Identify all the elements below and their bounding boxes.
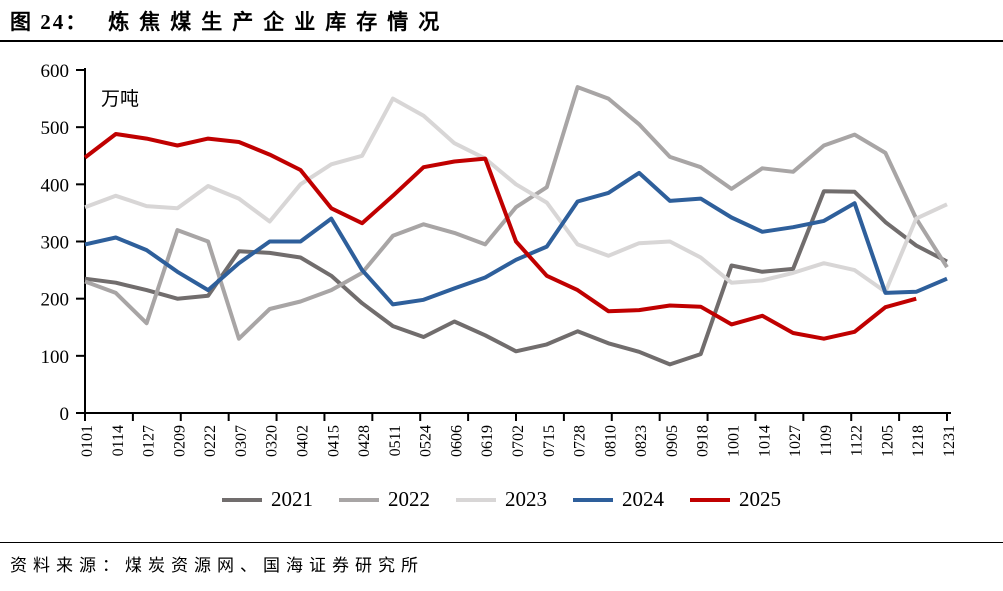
x-axis-tick-label: 0810	[602, 425, 619, 457]
x-axis-tick-label: 0222	[202, 425, 219, 457]
x-axis-tick-label: 0524	[418, 425, 435, 457]
legend-item-2023: 2023	[456, 487, 547, 512]
x-axis-tick-label: 0428	[356, 425, 373, 457]
y-axis-tick-label: 300	[41, 233, 70, 254]
legend-label-2025: 2025	[739, 487, 781, 511]
x-axis-tick-label: 0918	[695, 425, 712, 457]
x-axis-tick-label: 0114	[110, 425, 127, 456]
legend-item-2022: 2022	[339, 487, 430, 512]
unit-label: 万吨	[101, 88, 139, 110]
x-axis-tick-label: 0127	[141, 425, 158, 457]
x-axis-tick-label: 1027	[787, 425, 804, 457]
x-axis-tick-label: 0209	[171, 425, 188, 457]
y-axis-tick-label: 600	[41, 61, 70, 82]
legend-swatch-2023	[456, 497, 496, 502]
legend-swatch-2025	[690, 497, 730, 502]
x-axis-tick-label: 0728	[572, 425, 589, 457]
y-axis-tick-label: 0	[60, 404, 70, 425]
legend-item-2025: 2025	[690, 487, 781, 512]
x-axis-tick-label: 1231	[941, 425, 958, 457]
y-axis-tick-label: 200	[41, 290, 70, 311]
x-axis-tick-label: 1122	[849, 425, 866, 456]
x-axis-tick-label: 0606	[448, 425, 465, 457]
legend-label-2021: 2021	[271, 487, 313, 511]
x-axis-tick-label: 0905	[664, 425, 681, 457]
series-line-2021	[84, 189, 948, 367]
x-axis-tick-label: 0619	[479, 425, 496, 457]
legend-swatch-2024	[573, 497, 613, 502]
series-line-2025	[83, 132, 917, 341]
x-axis-tick-label: 0715	[541, 425, 558, 457]
legend-swatch-2021	[222, 497, 262, 502]
x-axis-tick-label: 1014	[756, 425, 773, 457]
series-line-2024	[84, 170, 948, 307]
x-axis-tick-label: 1109	[818, 425, 835, 456]
x-axis-tick-label: 1218	[910, 425, 927, 457]
chart-title-label: 图 24：	[10, 10, 89, 34]
source-note: 资料来源：煤炭资源网、国海证券研究所	[10, 556, 424, 575]
chart-title: 图 24： 炼焦煤生产企业库存情况	[10, 6, 449, 36]
y-axis-tick-label: 500	[41, 118, 70, 139]
x-axis-tick-label: 1205	[879, 425, 896, 457]
legend-swatch-2022	[339, 497, 379, 502]
series-line-2022	[84, 85, 949, 341]
y-axis-tick-label: 100	[41, 347, 70, 368]
x-axis-tick-label: 0823	[633, 425, 650, 457]
x-axis-tick-label: 0402	[295, 425, 312, 457]
series-line-2023	[84, 96, 948, 294]
legend-label-2022: 2022	[388, 487, 430, 511]
x-axis-tick-label: 0702	[510, 425, 527, 457]
legend-label-2024: 2024	[622, 487, 664, 511]
legend-label-2023: 2023	[505, 487, 547, 511]
chart-title-text: 炼焦煤生产企业库存情况	[108, 10, 450, 34]
chart-canvas: 0 100 200 300 400 500 600 0101 0114 0127 0209 0222 0…	[41, 61, 959, 457]
legend-item-2021: 2021	[222, 487, 313, 512]
x-axis-tick-label: 0320	[264, 425, 281, 457]
chart-legend: 2021 2022 2023 2024 2025	[0, 487, 1003, 512]
line-chart: 0 100 200 300 400 500 600 0101 0114 0127 0209 0222 0…	[0, 48, 1003, 488]
legend-item-2024: 2024	[573, 487, 664, 512]
y-axis-tick-label: 400	[41, 175, 70, 196]
x-axis-tick-label: 0307	[233, 425, 250, 457]
footer-divider	[0, 542, 1003, 543]
x-axis-tick-label: 0101	[79, 425, 96, 457]
title-divider	[0, 40, 1003, 42]
x-axis-tick-label: 1001	[726, 425, 743, 457]
x-axis-tick-label: 0415	[325, 425, 342, 457]
x-axis-tick-label: 0511	[387, 425, 404, 456]
